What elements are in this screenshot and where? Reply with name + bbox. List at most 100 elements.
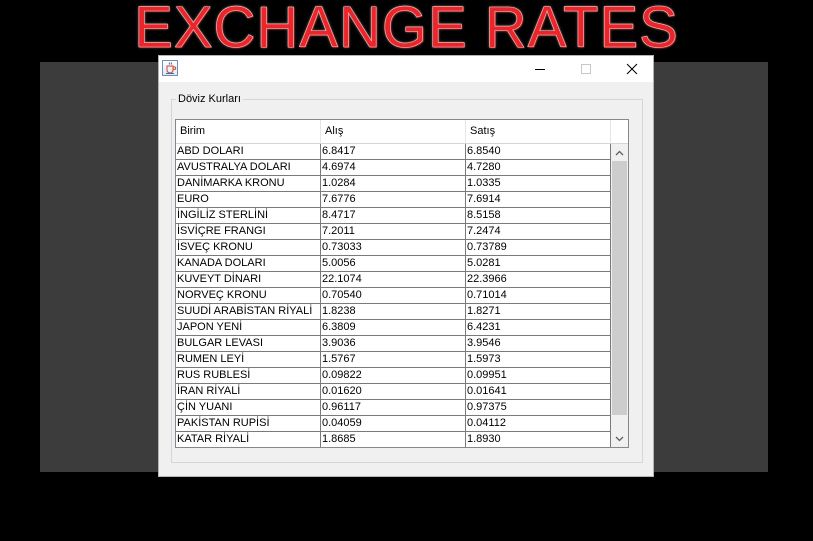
maximize-icon [581,64,591,74]
cell-sell: 7.6914 [466,192,611,207]
table-row[interactable]: KANADA DOLARI 5.0056 5.0281 [176,256,611,272]
cell-unit: RUS RUBLESİ [176,368,321,383]
cell-buy: 22.1074 [321,272,466,287]
cell-sell: 0.01641 [466,384,611,399]
group-title: Döviz Kurları [176,92,243,106]
table-row[interactable]: ABD DOLARI 6.8417 6.8540 [176,144,611,160]
cell-sell: 1.8930 [466,432,611,447]
cell-sell: 1.8271 [466,304,611,319]
column-header-unit[interactable]: Birim [176,120,321,143]
cell-buy: 0.09822 [321,368,466,383]
cell-unit: KUVEYT DİNARI [176,272,321,287]
cell-sell: 0.04112 [466,416,611,431]
cell-buy: 0.04059 [321,416,466,431]
table-row[interactable]: RUS RUBLESİ 0.09822 0.09951 [176,368,611,384]
cell-unit: SUUDİ ARABİSTAN RİYALİ [176,304,321,319]
scroll-down-button[interactable] [611,430,628,447]
chevron-up-icon [615,150,624,155]
cell-sell: 4.7280 [466,160,611,175]
cell-sell: 6.8540 [466,144,611,159]
cell-unit: RUMEN LEYİ [176,352,321,367]
cell-unit: DANİMARKA KRONU [176,176,321,191]
table-row[interactable]: AVUSTRALYA DOLARI 4.6974 4.7280 [176,160,611,176]
table-row[interactable]: PAKİSTAN RUPİSİ 0.04059 0.04112 [176,416,611,432]
table-row[interactable]: DANİMARKA KRONU 1.0284 1.0335 [176,176,611,192]
cell-buy: 0.01620 [321,384,466,399]
table-row[interactable]: İRAN RİYALİ 0.01620 0.01641 [176,384,611,400]
cell-unit: BULGAR LEVASI [176,336,321,351]
table-row[interactable]: İSVİÇRE FRANGI 7.2011 7.2474 [176,224,611,240]
cell-sell: 0.71014 [466,288,611,303]
cell-sell: 1.0335 [466,176,611,191]
cell-sell: 1.5973 [466,352,611,367]
table-header: Birim Alış Satış [176,120,628,144]
cell-unit: ABD DOLARI [176,144,321,159]
table-row[interactable]: EURO 7.6776 7.6914 [176,192,611,208]
close-icon [626,63,638,75]
cell-sell: 0.73789 [466,240,611,255]
close-button[interactable] [609,56,655,82]
cell-buy: 5.0056 [321,256,466,271]
cell-sell: 0.09951 [466,368,611,383]
cell-buy: 1.5767 [321,352,466,367]
header-corner [611,120,628,143]
cell-buy: 0.73033 [321,240,466,255]
cell-sell: 0.97375 [466,400,611,415]
cell-buy: 7.2011 [321,224,466,239]
cell-unit: İSVİÇRE FRANGI [176,224,321,239]
table-row[interactable]: BULGAR LEVASI 3.9036 3.9546 [176,336,611,352]
table-row[interactable]: İSVEÇ KRONU 0.73033 0.73789 [176,240,611,256]
table-row[interactable]: ÇİN YUANI 0.96117 0.97375 [176,400,611,416]
cell-sell: 6.4231 [466,320,611,335]
table-row[interactable]: NORVEÇ KRONU 0.70540 0.71014 [176,288,611,304]
chevron-down-icon [615,436,624,441]
cell-buy: 1.8238 [321,304,466,319]
banner-title: EXCHANGE RATES [134,0,679,60]
cell-unit: NORVEÇ KRONU [176,288,321,303]
table-row[interactable]: SUUDİ ARABİSTAN RİYALİ 1.8238 1.8271 [176,304,611,320]
cell-buy: 6.3809 [321,320,466,335]
minimize-icon [535,69,545,70]
maximize-button[interactable] [563,56,609,82]
table-body: ABD DOLARI 6.8417 6.8540 AVUSTRALYA DOLARI 4… [176,144,611,447]
cell-sell: 3.9546 [466,336,611,351]
column-header-sell[interactable]: Satış [466,120,611,143]
cell-sell: 22.3966 [466,272,611,287]
cell-buy: 0.70540 [321,288,466,303]
cell-unit: KANADA DOLARI [176,256,321,271]
cell-unit: ÇİN YUANI [176,400,321,415]
scroll-thumb[interactable] [612,161,627,415]
java-cup-icon[interactable] [162,60,178,76]
table-row[interactable]: RUMEN LEYİ 1.5767 1.5973 [176,352,611,368]
cell-buy: 3.9036 [321,336,466,351]
cell-buy: 1.8685 [321,432,466,447]
table-row[interactable]: İNGİLİZ STERLİNİ 8.4717 8.5158 [176,208,611,224]
title-bar[interactable] [159,56,653,82]
cell-unit: İSVEÇ KRONU [176,240,321,255]
cell-unit: AVUSTRALYA DOLARI [176,160,321,175]
cell-unit: KATAR RİYALİ [176,432,321,447]
table-row[interactable]: KATAR RİYALİ 1.8685 1.8930 [176,432,611,447]
cell-unit: PAKİSTAN RUPİSİ [176,416,321,431]
table-row[interactable]: KUVEYT DİNARI 22.1074 22.3966 [176,272,611,288]
cell-buy: 1.0284 [321,176,466,191]
cell-unit: EURO [176,192,321,207]
cell-buy: 6.8417 [321,144,466,159]
cell-sell: 7.2474 [466,224,611,239]
cell-unit: İNGİLİZ STERLİNİ [176,208,321,223]
minimize-button[interactable] [517,56,563,82]
exchange-rates-group [171,99,643,463]
scroll-up-button[interactable] [611,144,628,161]
vertical-scrollbar[interactable] [611,144,628,447]
column-header-buy[interactable]: Alış [321,120,466,143]
cell-unit: JAPON YENİ [176,320,321,335]
rates-table[interactable]: Birim Alış Satış ABD DOLARI 6.8417 6.8540 A… [175,119,629,448]
cell-buy: 7.6776 [321,192,466,207]
cell-unit: İRAN RİYALİ [176,384,321,399]
table-row[interactable]: JAPON YENİ 6.3809 6.4231 [176,320,611,336]
cell-buy: 4.6974 [321,160,466,175]
cell-sell: 5.0281 [466,256,611,271]
app-window: Döviz Kurları Birim Alış Satış ABD DOLAR… [158,55,654,477]
cell-buy: 0.96117 [321,400,466,415]
